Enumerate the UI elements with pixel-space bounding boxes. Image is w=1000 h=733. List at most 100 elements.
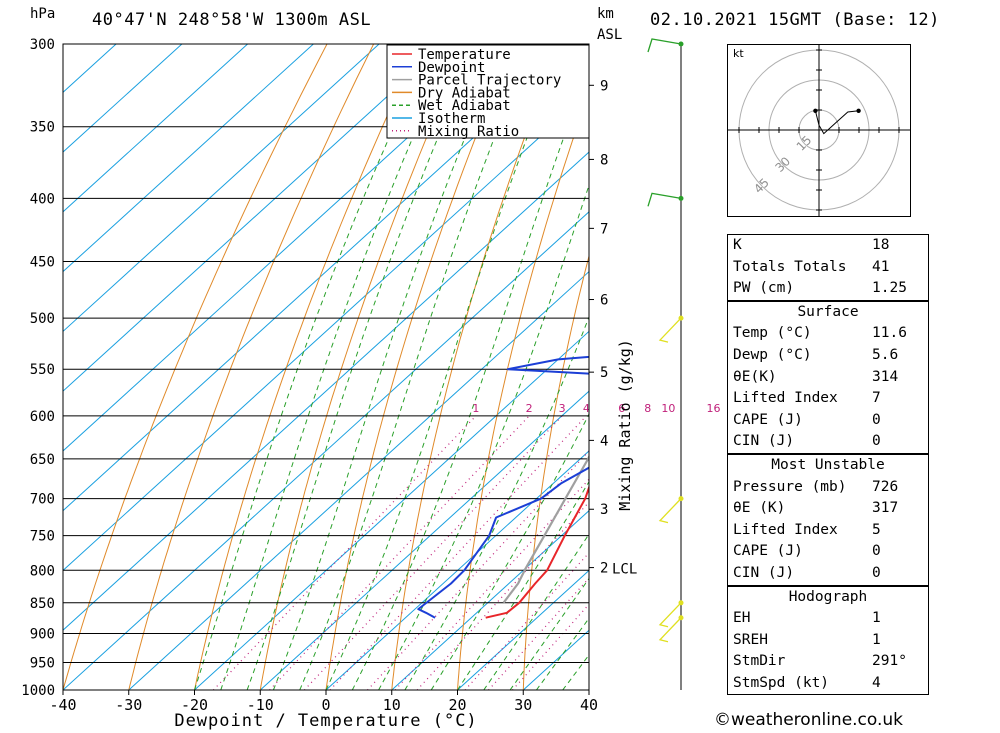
legend-entry: Dry Adiabat <box>392 85 511 101</box>
lcl-label: LCL <box>612 561 637 577</box>
surface-row-dewp: Dewp (°C) 5.6 <box>733 346 899 363</box>
km-tick-label: 2 <box>600 561 608 577</box>
credit-link[interactable]: ©weatheronline.co.uk <box>714 710 904 730</box>
hodo-row-stmdir: StmDir 291° <box>733 653 907 670</box>
most-unstable-section: Most Unstable Pressure (mb) 726 θE (K) 317… <box>728 453 928 586</box>
dry-adiabat-line <box>457 91 589 690</box>
wet-adiabat-line <box>351 66 589 690</box>
pressure-tick-label: 450 <box>30 255 55 271</box>
legend-label: Dry Adiabat <box>418 85 511 101</box>
pressure-tick-label: 900 <box>30 626 55 642</box>
x-tick-label: -30 <box>115 696 142 714</box>
pressure-tick-label: 350 <box>30 120 55 136</box>
axis-ticks: -40 -30 -20 -10 0 10 20 30 40 Dewpoint / Temperat… <box>49 78 637 731</box>
pressure-tick-label: 750 <box>30 529 55 545</box>
mixing-ratio-value-label: 1 <box>472 402 479 415</box>
legend-label: Isotherm <box>418 111 485 127</box>
wet-adiabat-line <box>246 44 479 690</box>
surface-row-temp: Temp (°C) 11.6 <box>733 325 907 342</box>
datetime-title: 02.10.2021 15GMT (Base: 12) <box>650 10 940 30</box>
legend-label: Parcel Trajectory <box>418 73 561 89</box>
legend-label: Mixing Ratio <box>418 124 519 140</box>
pressure-tick-label: 700 <box>30 492 55 508</box>
km-tick-label: 7 <box>600 221 608 237</box>
x-tick-label: -10 <box>247 696 274 714</box>
legend-label: Wet Adiabat <box>418 98 511 114</box>
index-row-k: K 18 <box>733 237 890 253</box>
km-tick-label: 9 <box>600 78 608 94</box>
mixing-ratio-value-label: 10 <box>661 402 675 415</box>
wet-adiabat-line <box>404 315 589 690</box>
hodo-row-sreh: SREH 1 <box>733 631 881 648</box>
dewpoint-line <box>417 355 589 619</box>
isotherm-line <box>325 450 589 690</box>
wind-barb <box>658 315 684 343</box>
indices-table: K 18 Totals Totals 41 PW (cm) 1.25 Surface … <box>727 234 929 696</box>
isotherm-line <box>391 510 589 690</box>
hodograph-title: Hodograph <box>728 585 928 609</box>
index-row-totals: Totals Totals 41 <box>733 258 890 275</box>
pressure-tick-label: 650 <box>30 452 55 468</box>
wet-adiabat-line <box>430 413 589 690</box>
x-axis-label: Dewpoint / Temperature (°C) <box>174 711 477 731</box>
km-tick-label: 3 <box>600 502 608 518</box>
profiles <box>417 355 589 619</box>
mixing-ratio-line <box>512 603 589 690</box>
wind-barb <box>658 600 684 628</box>
wet-adiabat-line <box>509 577 589 690</box>
wet-adiabat-line <box>220 44 455 690</box>
hodograph-ring-label: 15 <box>794 133 815 154</box>
isotherm-line <box>63 44 248 213</box>
legend-entry: Parcel Trajectory <box>392 73 561 89</box>
index-row-pw: PW (cm) 1.25 <box>733 280 907 297</box>
x-tick-label: 0 <box>321 696 330 714</box>
isotherm-line <box>128 270 589 690</box>
isotherm-line <box>63 91 589 572</box>
surface-row-cin: CIN (J) 0 <box>733 433 881 450</box>
pressure-tick-label: 1000 <box>21 683 55 699</box>
mixing-ratio-value-label: 6 <box>618 402 625 415</box>
isotherm-line <box>194 330 589 690</box>
isotherm-line <box>259 390 589 690</box>
mu-row-li: Lifted Index 5 <box>733 521 881 538</box>
mixing-ratio-line <box>416 501 589 690</box>
dry-adiabat-line <box>128 44 375 690</box>
mu-row-pressure: Pressure (mb) 726 <box>733 478 899 495</box>
mixing-ratio-line <box>367 450 589 690</box>
hodograph-point <box>813 108 818 113</box>
pressure-tick-label: 500 <box>30 311 55 327</box>
surface-row-cape: CAPE (J) 0 <box>733 411 881 428</box>
mixing-ratio-line <box>329 415 587 690</box>
wind-barb <box>647 192 684 207</box>
legend-entry: Dewpoint <box>392 60 485 76</box>
isotherm-line <box>63 44 117 93</box>
wet-adiabat-line <box>378 183 589 690</box>
hodograph-section: Hodograph EH 1 SREH 1 StmDir 291° StmSpd (k… <box>728 585 928 696</box>
pressure-tick-label: 850 <box>30 596 55 612</box>
legend-label: Temperature <box>418 47 511 63</box>
temperature-line <box>485 484 589 619</box>
x-tick-label: 40 <box>580 696 598 714</box>
mixing-ratio-line <box>269 415 530 690</box>
mixing-ratio-value-label: 16 <box>707 402 721 415</box>
asl-unit: ASL <box>597 27 623 43</box>
mu-row-thetae: θE (K) 317 <box>733 500 899 517</box>
pressure-tick-label: 600 <box>30 409 55 425</box>
mixing-ratio-value-label: 8 <box>644 402 651 415</box>
plot-frame <box>62 43 590 691</box>
legend-entry: Wet Adiabat <box>392 98 511 114</box>
pressure-tick-label: 550 <box>30 362 55 378</box>
location-title: 40°47'N 248°58'W 1300m ASL <box>92 10 372 30</box>
parcel-trajectory-line <box>502 454 589 604</box>
isotherm-line <box>63 44 446 392</box>
surface-title: Surface <box>728 300 928 324</box>
wet-adiabat-line <box>535 617 589 690</box>
isotherm-line <box>63 44 577 512</box>
km-tick-label: 4 <box>600 433 608 449</box>
surface-row-li: Lifted Index 7 <box>733 390 881 407</box>
isotherm-line <box>63 44 511 452</box>
x-tick-label: -40 <box>49 696 76 714</box>
pressure-unit: hPa <box>30 6 56 22</box>
x-tick-label: 20 <box>448 696 466 714</box>
dry-adiabat-line <box>325 44 514 690</box>
